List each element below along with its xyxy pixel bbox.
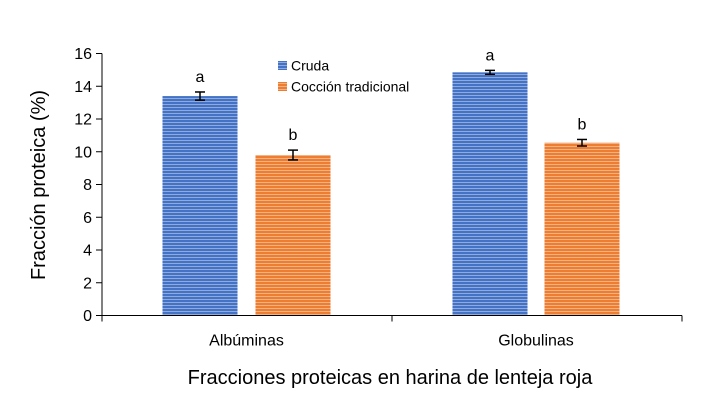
y-tick-label: 2 (83, 275, 92, 292)
significance-label: a (486, 47, 495, 64)
y-tick-label: 14 (74, 79, 92, 96)
x-tick-label: Albúminas (209, 333, 284, 350)
y-tick-label: 12 (74, 112, 92, 129)
bar-albúminas-coccion (255, 155, 331, 316)
y-axis-title: Fracción proteica (%) (28, 90, 50, 280)
significance-label: b (289, 127, 298, 144)
bar-albúminas-cruda (162, 96, 238, 316)
significance-label: b (578, 116, 587, 133)
plot-area: 0 2 4 6 8 10 12 14 16 a a b b Albúminas Globulinas Crud… (74, 46, 683, 350)
bar-globulinas-cruda (452, 72, 528, 316)
legend-swatch (278, 61, 287, 70)
y-tick-label: 16 (74, 46, 92, 63)
legend-swatch (278, 82, 287, 91)
y-tick-label: 4 (83, 243, 92, 260)
bar-globulinas-coccion (544, 142, 620, 316)
y-tick-label: 6 (83, 210, 92, 227)
legend-entry: Cocción tradicional (291, 79, 409, 95)
y-tick-label: 10 (74, 144, 92, 161)
y-tick-label: 0 (83, 308, 92, 325)
legend-entry: Cruda (291, 58, 329, 74)
significance-label: a (196, 69, 205, 86)
x-axis-title: Fracciones proteicas en harina de lentej… (188, 367, 594, 389)
x-tick-label: Globulinas (498, 333, 574, 350)
y-tick-label: 8 (83, 177, 92, 194)
